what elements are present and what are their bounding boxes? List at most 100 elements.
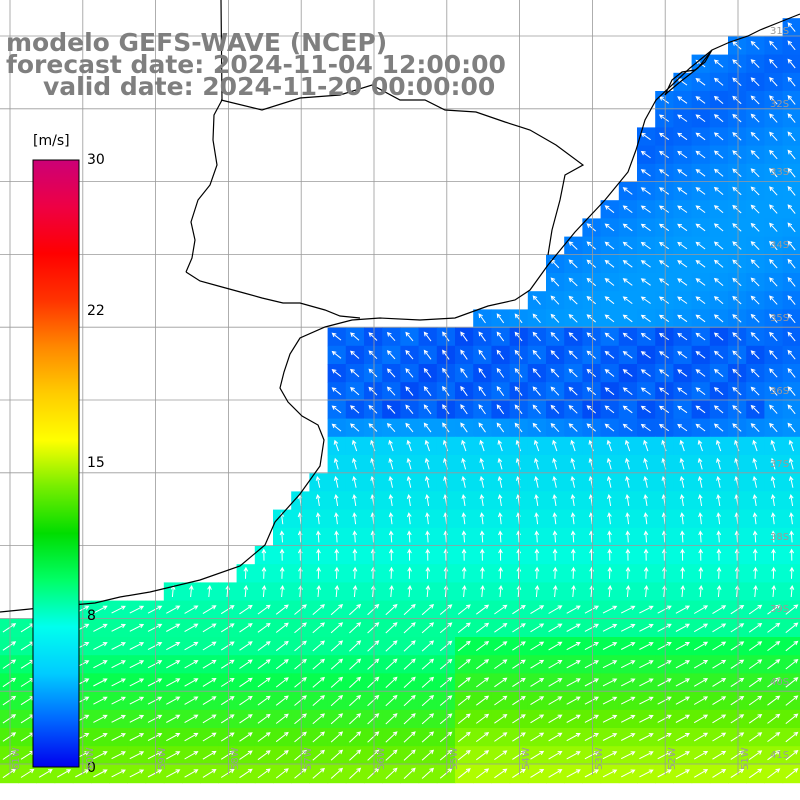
wind-arrow	[713, 132, 724, 141]
wind-arrow	[275, 695, 289, 706]
wind-arrow	[147, 678, 163, 687]
wind-arrow	[584, 642, 600, 651]
wind-arrow	[677, 278, 688, 286]
wind-arrow	[498, 584, 504, 598]
wind-arrow	[388, 548, 394, 561]
lat-label: 35S	[770, 313, 790, 324]
wind-arrow	[732, 386, 742, 396]
wind-arrow	[693, 732, 709, 742]
wind-arrow	[662, 566, 667, 579]
wind-arrow	[789, 530, 794, 543]
wind-arrow	[243, 584, 249, 598]
wind-arrow	[695, 205, 706, 213]
wind-arrow	[461, 494, 466, 506]
wind-arrow	[695, 314, 706, 323]
wind-arrow	[785, 622, 799, 633]
wind-arrow	[789, 548, 795, 561]
wind-arrow	[457, 658, 471, 670]
wind-arrow	[425, 566, 431, 579]
wind-arrow	[403, 658, 416, 670]
wind-arrow	[330, 676, 344, 688]
wind-arrow	[550, 295, 560, 305]
wind-arrow	[752, 494, 758, 506]
wind-arrow	[403, 731, 416, 743]
wind-arrow	[550, 386, 560, 396]
wind-arrow	[643, 475, 648, 488]
wind-arrow	[604, 405, 615, 414]
wind-arrow	[748, 677, 763, 688]
wind-arrow	[602, 660, 618, 669]
wind-arrow	[675, 642, 691, 651]
wind-arrow	[478, 385, 486, 397]
wind-arrow	[220, 641, 235, 651]
wind-arrow	[367, 749, 380, 761]
wind-arrow	[570, 439, 576, 452]
wind-arrow	[388, 530, 394, 543]
wind-arrow	[330, 713, 344, 725]
wind-arrow	[257, 641, 271, 651]
wind-arrow	[494, 641, 508, 651]
wind-arrow	[202, 641, 217, 651]
wind-arrows	[2, 22, 799, 779]
wind-arrow	[713, 95, 724, 104]
wind-arrow	[439, 695, 453, 706]
wind-arrow	[331, 405, 342, 414]
wind-arrow	[584, 605, 600, 614]
wind-arrow	[769, 404, 778, 414]
lon-label: 60W	[85, 747, 96, 770]
wind-arrow	[129, 678, 145, 687]
wind-arrow	[675, 605, 691, 614]
wind-arrow	[385, 640, 398, 652]
wind-arrow	[750, 313, 760, 323]
wind-arrow	[787, 386, 796, 396]
wind-arrow	[461, 439, 467, 452]
wind-arrow	[239, 604, 253, 615]
wind-arrow	[713, 314, 724, 323]
wind-arrow	[550, 259, 560, 269]
wind-arrow	[494, 750, 508, 761]
wind-arrow	[639, 714, 654, 723]
wind-arrow	[787, 240, 796, 251]
wind-arrow	[770, 475, 776, 488]
wind-arrow	[640, 405, 651, 414]
wind-arrow	[568, 350, 578, 360]
wind-arrow	[568, 295, 578, 305]
wind-arrow	[769, 295, 778, 305]
wind-arrow	[460, 331, 468, 342]
wind-arrow	[2, 714, 17, 724]
wind-arrow	[512, 641, 526, 651]
wind-arrow	[675, 714, 691, 723]
wind-arrow	[294, 749, 307, 761]
wind-arrow	[748, 732, 763, 742]
wind-arrow	[640, 260, 651, 268]
wind-arrow	[147, 733, 163, 742]
wind-arrow	[787, 58, 796, 69]
wind-arrow	[239, 732, 253, 742]
wind-arrow	[571, 584, 576, 598]
wind-arrow	[184, 641, 199, 651]
wind-arrow	[129, 623, 145, 632]
wind-arrow	[730, 623, 745, 633]
wind-arrow	[643, 584, 649, 598]
wind-arrow	[677, 314, 688, 323]
wind-arrow	[657, 678, 672, 687]
wind-arrow	[457, 695, 471, 706]
wind-arrow	[586, 296, 597, 305]
wind-arrow	[550, 350, 560, 360]
wind-arrow	[658, 132, 670, 141]
wind-arrow	[312, 622, 325, 634]
wind-speed-field	[0, 18, 800, 784]
wind-arrow	[787, 185, 796, 196]
wind-arrow	[534, 494, 539, 506]
wind-arrow	[767, 750, 781, 761]
wind-arrow	[533, 439, 540, 452]
wind-arrow	[713, 332, 724, 341]
wind-arrow	[407, 584, 413, 598]
wind-arrow	[93, 714, 108, 723]
wind-arrow	[479, 439, 485, 452]
wind-arrow	[769, 331, 778, 342]
wind-arrow	[552, 566, 558, 579]
wind-arrow	[787, 149, 796, 160]
wind-arrow	[584, 678, 600, 687]
lon-label: 52W	[667, 747, 678, 770]
